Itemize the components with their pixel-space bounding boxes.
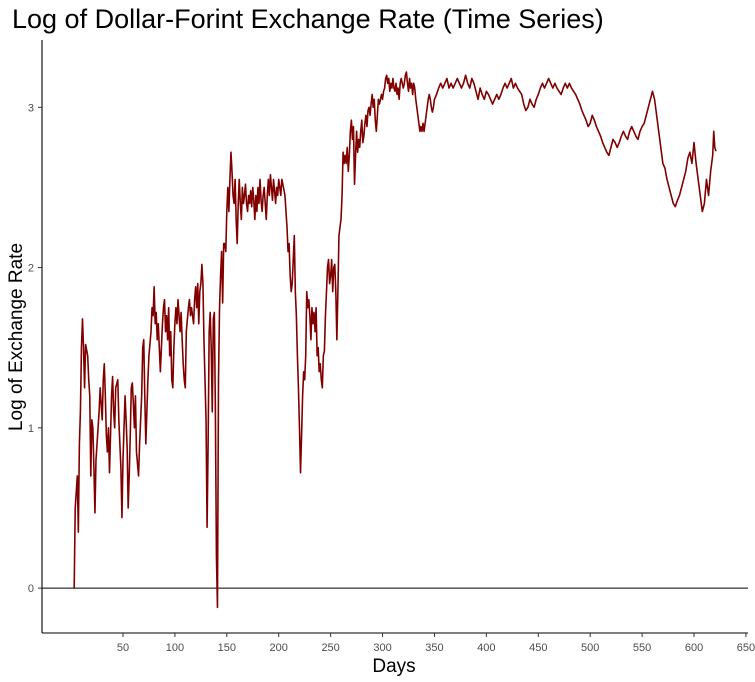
- x-tick-label: 550: [633, 642, 651, 654]
- x-axis-title: Days: [372, 656, 415, 677]
- x-tick-label: 500: [581, 642, 599, 654]
- x-tick-label: 350: [425, 642, 443, 654]
- x-tick-label: 50: [117, 642, 129, 654]
- x-tick-label: 250: [321, 642, 339, 654]
- y-tick-label: 1: [28, 423, 34, 435]
- y-axis-ticks: 0 1 2 3: [28, 102, 42, 595]
- y-axis-title: Log of Exchange Rate: [6, 243, 27, 431]
- x-tick-label: 650: [737, 642, 755, 654]
- x-tick-label: 400: [477, 642, 495, 654]
- x-axis-ticks: 50 100 150 200 250 300 350 400 450 500 550 600 650: [117, 633, 755, 654]
- x-tick-label: 300: [373, 642, 391, 654]
- x-tick-label: 150: [218, 642, 236, 654]
- x-tick-label: 200: [270, 642, 288, 654]
- x-tick-label: 450: [529, 642, 547, 654]
- chart-title: Log of Dollar-Forint Exchange Rate (Time…: [12, 4, 604, 34]
- x-tick-label: 600: [685, 642, 703, 654]
- x-tick-label: 100: [166, 642, 184, 654]
- series-line: [73, 71, 717, 609]
- y-tick-label: 3: [28, 102, 34, 114]
- y-tick-label: 0: [28, 583, 34, 595]
- y-tick-label: 2: [28, 263, 34, 275]
